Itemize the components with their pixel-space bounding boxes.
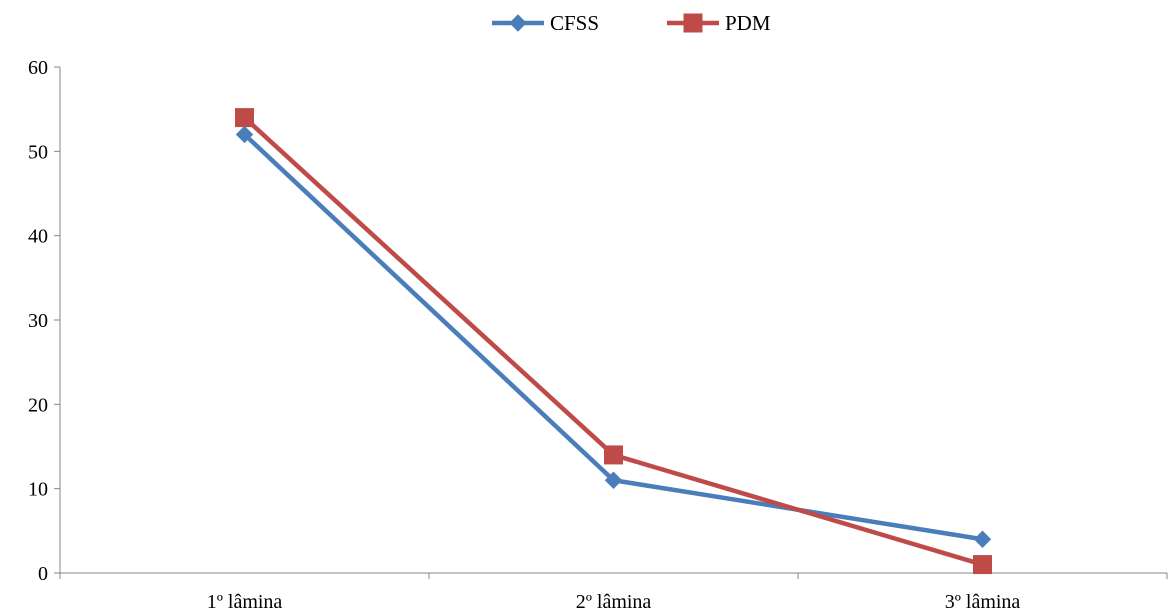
y-tick-label: 20	[28, 394, 48, 416]
y-tick-label: 10	[28, 479, 48, 501]
legend: CFSS PDM	[492, 11, 771, 35]
data-point	[235, 108, 254, 128]
legend-marker	[683, 13, 703, 33]
data-point	[604, 445, 623, 465]
legend-item-cfss: CFSS	[492, 11, 599, 35]
x-tick-label: 3º lâmina	[945, 591, 1021, 613]
y-tick-label: 50	[28, 141, 48, 163]
y-tick-label: 30	[28, 310, 48, 332]
series-line	[242, 115, 984, 567]
legend-label: CFSS	[550, 11, 599, 35]
legend-label: PDM	[725, 11, 771, 35]
axes: 0 10 20 30 40 50 60 1º lâmina 2º lâmina 3º lâmina	[28, 57, 1168, 613]
data-point	[973, 555, 992, 575]
y-tick-label: 40	[28, 226, 48, 248]
series-pdm	[235, 108, 992, 575]
legend-item-pdm: PDM	[667, 11, 771, 35]
x-tick-label: 1º lâmina	[207, 591, 283, 613]
data-point	[235, 125, 254, 144]
legend-marker	[509, 14, 527, 32]
x-tick-label: 2º lâmina	[576, 591, 652, 613]
data-point	[604, 471, 623, 489]
y-tick-label: 0	[38, 563, 48, 585]
data-point	[973, 530, 992, 548]
series-cfss	[235, 125, 992, 548]
y-tick-label: 60	[28, 57, 48, 79]
series-layer	[235, 108, 992, 575]
